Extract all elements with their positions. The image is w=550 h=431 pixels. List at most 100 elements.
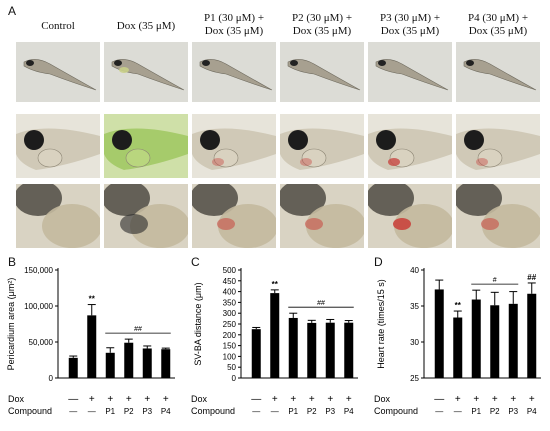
photo-head-heart [16, 114, 100, 178]
dox-row-value: + [309, 394, 315, 405]
y-tick-label: 450 [223, 277, 237, 286]
dox-row-value: + [455, 394, 461, 405]
dox-row-label: Dox [191, 394, 208, 404]
bar [325, 322, 335, 378]
column-header-line2: Dox (35 μM) [468, 25, 528, 37]
photo-whole-larva [280, 42, 364, 102]
compound-row-value: — [88, 407, 96, 416]
y-tick-label: 100 [223, 352, 237, 361]
dox-row-value: + [290, 394, 296, 405]
column-header-line2: Dox (35 μM) [204, 25, 264, 37]
dox-row-value: + [492, 394, 498, 405]
compound-row-value: P1 [288, 407, 298, 416]
photo-whole-larva [456, 42, 540, 102]
compound-row-value: P2 [124, 407, 134, 416]
column-header-line1: Control [41, 20, 75, 32]
photo-whole-larva [16, 42, 100, 102]
dox-row-value: + [107, 394, 113, 405]
bar [161, 349, 171, 378]
y-axis-label: Pericardium area (μm²) [6, 278, 16, 371]
chart-pericardium-area: B Pericardium area (μm²) 0 50,000 100,000 150… [0, 252, 183, 426]
panel-letter-c: C [191, 255, 200, 269]
dox-row-value: + [126, 394, 132, 405]
dox-row-value: — [251, 394, 261, 405]
significance-marker: # [493, 277, 497, 284]
column-header-control: Control [16, 20, 100, 33]
dox-row-value: + [327, 394, 333, 405]
dox-row-value: + [510, 394, 516, 405]
y-tick-label: 400 [223, 288, 237, 297]
y-tick-label: 250 [223, 320, 237, 329]
photo-whole-larva [368, 42, 452, 102]
compound-row-value: P1 [471, 407, 481, 416]
dox-row-value: + [529, 394, 535, 405]
photo-heart-closeup [368, 184, 452, 248]
column-header-p1: P1 (30 μM) + Dox (35 μM) [192, 12, 276, 38]
y-tick-label: 300 [223, 309, 237, 318]
y-tick-label: 0 [49, 374, 54, 383]
column-header-p3: P3 (30 μM) + Dox (35 μM) [368, 12, 452, 38]
panel-letter-d: D [374, 255, 383, 269]
y-tick-label: 150,000 [24, 266, 53, 275]
bar [251, 329, 261, 378]
compound-row-value: — [271, 407, 279, 416]
column-header-line1: P2 (30 μM) + [291, 12, 353, 24]
photo-head-heart [368, 114, 452, 178]
chart-sv-ba-distance: C SV-BA distance (μm) 0 50 100 150 200 250 300 35… [183, 252, 366, 426]
photo-heart-closeup [104, 184, 188, 248]
column-header-p4: P4 (30 μM) + Dox (35 μM) [456, 12, 540, 38]
panel-letter-a: A [8, 4, 17, 18]
y-tick-label: 100,000 [24, 302, 53, 311]
dox-row-value: + [473, 394, 479, 405]
significance-marker: ** [89, 295, 96, 304]
bar [527, 293, 537, 378]
photo-whole-larva [104, 42, 188, 102]
bar [344, 322, 354, 378]
bar [105, 352, 115, 378]
photo-head-heart [280, 114, 364, 178]
compound-row-value: P4 [344, 407, 354, 416]
column-header-dox: Dox (35 μM) [104, 20, 188, 33]
photo-heart-closeup [192, 184, 276, 248]
compound-row-value: P1 [105, 407, 115, 416]
y-tick-label: 50 [227, 363, 236, 372]
column-header-line1: P3 (30 μM) + [379, 12, 441, 24]
column-header-line2: Dox (35 μM) [292, 25, 352, 37]
compound-row-value: P4 [527, 407, 537, 416]
bar [87, 315, 97, 378]
bar [288, 317, 298, 378]
bar [124, 342, 134, 378]
bar [508, 303, 518, 378]
photo-head-heart [192, 114, 276, 178]
dox-row-value: + [163, 394, 169, 405]
panel-letter-b: B [8, 255, 16, 269]
compound-row-value: P4 [161, 407, 171, 416]
bar [471, 299, 481, 378]
compound-row-label: Compound [374, 406, 418, 416]
compound-row-label: Compound [191, 406, 235, 416]
dox-row-value: — [68, 394, 78, 405]
y-tick-label: 150 [223, 342, 237, 351]
y-tick-label: 200 [223, 331, 237, 340]
column-header-line1: P1 (30 μM) + [203, 12, 265, 24]
dox-row-label: Dox [374, 394, 391, 404]
y-tick-label: 30 [410, 338, 419, 347]
y-axis-label: Heart rate (times/15 s) [376, 279, 386, 369]
dox-row-value: + [272, 394, 278, 405]
photo-heart-closeup [280, 184, 364, 248]
bar [453, 317, 463, 378]
y-axis-label: SV-BA distance (μm) [193, 282, 203, 365]
photo-head-heart [104, 114, 188, 178]
significance-marker: ## [134, 326, 142, 333]
compound-row-value: P3 [325, 407, 335, 416]
compound-row-value: — [454, 407, 462, 416]
photo-whole-larva [192, 42, 276, 102]
column-header-line1: Dox (35 μM) [116, 20, 176, 32]
bar [68, 357, 78, 378]
dox-row-value: + [89, 394, 95, 405]
bar [142, 348, 152, 378]
column-header-line1: P4 (30 μM) + [467, 12, 529, 24]
y-tick-label: 0 [232, 374, 237, 383]
dox-row-value: + [144, 394, 150, 405]
compound-row-value: P2 [307, 407, 317, 416]
